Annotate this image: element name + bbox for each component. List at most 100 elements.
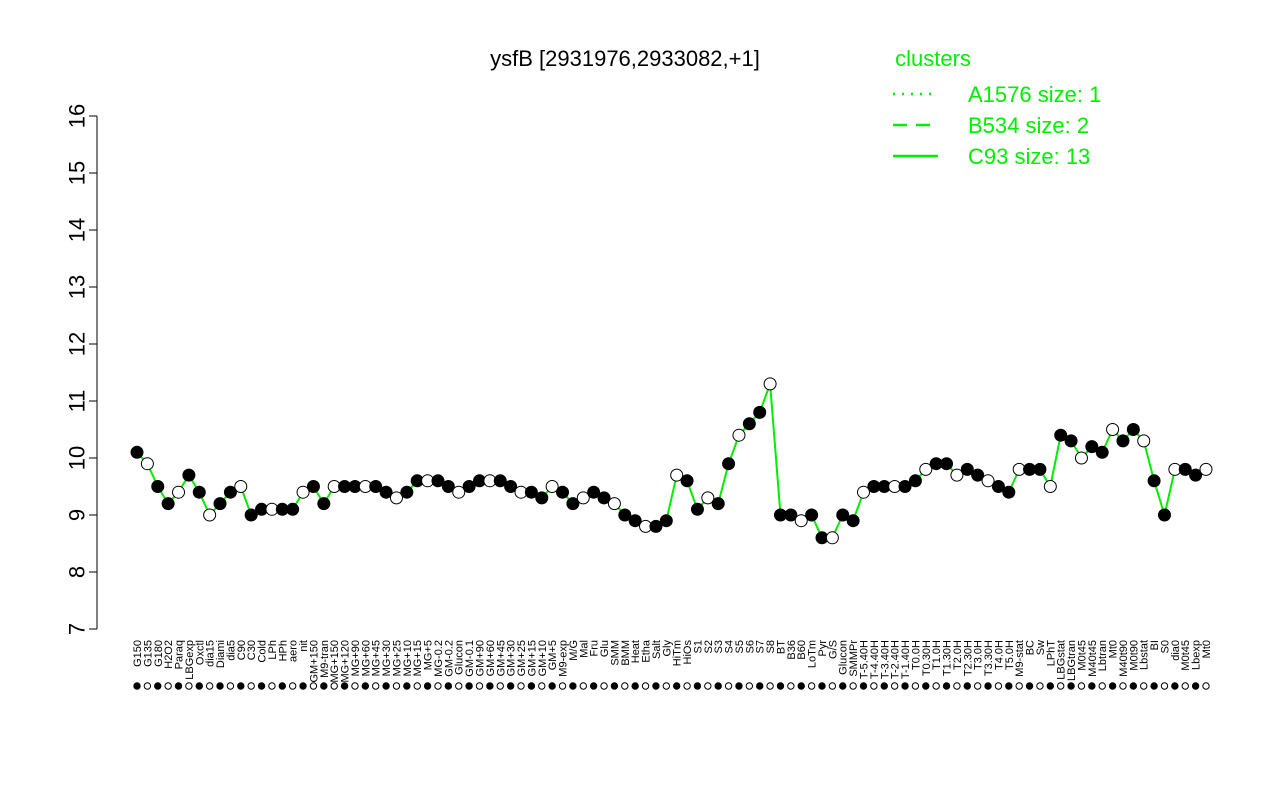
- x-rug-marker: [693, 682, 702, 690]
- x-tick-label: Lbtran: [1097, 640, 1109, 671]
- x-tick-label: M0t90: [1128, 640, 1140, 671]
- x-tick-label: GM+5: [547, 640, 559, 670]
- data-point: [846, 514, 860, 528]
- x-rug-marker: [195, 682, 203, 690]
- y-tick-label: 10: [65, 446, 90, 470]
- data-point: [898, 480, 912, 493]
- x-rug-marker: [600, 682, 608, 690]
- data-point: [722, 457, 736, 471]
- x-rug-marker: [1056, 682, 1065, 690]
- data-point: [618, 508, 632, 522]
- x-rug-marker: [434, 682, 442, 690]
- x-rug-marker: [994, 682, 1003, 690]
- data-point: [182, 468, 196, 482]
- data-point: [940, 457, 954, 471]
- data-point: [389, 491, 403, 505]
- x-tick-label: GM+150: [308, 640, 320, 683]
- chart-marks: [130, 377, 1213, 545]
- x-tick-label: Etha: [641, 639, 653, 663]
- x-tick-label: GM+30: [506, 640, 518, 676]
- x-tick-label: MG+5: [423, 640, 435, 670]
- x-rug-marker: [610, 682, 619, 690]
- data-point: [711, 497, 725, 511]
- x-rug-marker: [1108, 682, 1117, 690]
- x-tick-label: B36: [786, 640, 798, 660]
- x-rug-marker: [226, 682, 235, 690]
- x-rug-marker: [704, 682, 712, 690]
- x-rug-marker: [807, 682, 816, 690]
- x-tick-label: dia5: [225, 640, 237, 661]
- y-tick-label: 7: [65, 623, 90, 635]
- x-tick-label: MG+15: [412, 640, 424, 676]
- x-rug-marker: [372, 682, 380, 690]
- x-rug-marker: [724, 682, 733, 690]
- x-tick-label: G180: [153, 640, 165, 667]
- x-rug-marker: [496, 682, 504, 690]
- x-tick-label: T3.30H: [983, 640, 995, 676]
- x-tick-label: nit: [298, 640, 310, 652]
- data-point: [1002, 485, 1016, 499]
- data-point: [535, 491, 549, 505]
- x-tick-label: Diami: [215, 640, 227, 668]
- data-point: [1054, 428, 1068, 442]
- x-tick-label: MG+10: [402, 640, 414, 676]
- x-tick-label: T2.0H: [952, 640, 964, 670]
- x-rug-marker: [901, 682, 909, 690]
- data-point: [659, 514, 673, 528]
- x-rug-marker: [942, 682, 951, 690]
- x-tick-label: T5.0H: [1004, 640, 1016, 670]
- x-rug-marker: [662, 682, 671, 690]
- x-rug-marker: [828, 682, 837, 690]
- x-rug-marker: [1046, 682, 1055, 690]
- x-rug-marker: [361, 682, 370, 690]
- x-rug-marker: [735, 682, 743, 690]
- data-point: [317, 497, 331, 511]
- x-rug-marker: [922, 682, 930, 690]
- x-tick-label: Lbstat: [1139, 640, 1151, 670]
- x-rug-marker: [382, 682, 390, 690]
- x-tick-label: C90: [236, 640, 248, 660]
- data-point: [286, 502, 300, 516]
- x-tick-label: Cold: [257, 640, 269, 663]
- data-point: [151, 480, 165, 493]
- x-tick-label: Mt0: [1108, 640, 1120, 658]
- x-tick-label: dia15: [205, 640, 217, 667]
- x-rug-marker: [257, 682, 266, 690]
- data-point: [607, 497, 621, 511]
- x-rug-marker: [1088, 682, 1096, 690]
- data-point: [971, 468, 985, 482]
- data-point: [701, 491, 715, 505]
- x-rug-marker: [444, 682, 453, 690]
- x-tick-label: T-5.40H: [859, 640, 871, 679]
- x-rug-marker: [631, 682, 639, 690]
- x-tick-label: dia0: [1170, 640, 1182, 661]
- data-point: [234, 480, 248, 493]
- data-point: [452, 485, 466, 499]
- x-rug-marker: [1119, 682, 1127, 690]
- x-tick-label: BC: [1025, 640, 1037, 655]
- data-point: [950, 468, 964, 482]
- data-point: [244, 508, 258, 522]
- x-rug-marker: [839, 682, 847, 690]
- x-tick-label: Heat: [630, 640, 642, 663]
- y-tick-label: 9: [65, 509, 90, 521]
- x-tick-label: T1.30H: [942, 640, 954, 676]
- data-point: [566, 497, 580, 511]
- data-point: [732, 428, 746, 442]
- x-rug-marker: [392, 682, 401, 690]
- x-tick-label: GM-0.2: [443, 640, 455, 677]
- x-rug-marker: [247, 682, 255, 690]
- x-tick-label: G135: [142, 640, 154, 667]
- x-rug-marker: [890, 682, 899, 690]
- x-rug-marker: [455, 682, 463, 690]
- x-tick-label: Mt0: [1201, 640, 1213, 658]
- x-rug-marker: [963, 682, 971, 690]
- x-tick-label: S5: [734, 640, 746, 653]
- x-tick-label: M0t45: [1180, 640, 1192, 671]
- x-tick-label: GM-0.1: [464, 640, 476, 677]
- data-point: [587, 485, 601, 499]
- x-rug-marker: [1160, 682, 1169, 690]
- x-tick-label: M9-exp: [558, 640, 570, 677]
- x-tick-label: HPh: [277, 640, 289, 661]
- x-rug-marker: [237, 682, 245, 690]
